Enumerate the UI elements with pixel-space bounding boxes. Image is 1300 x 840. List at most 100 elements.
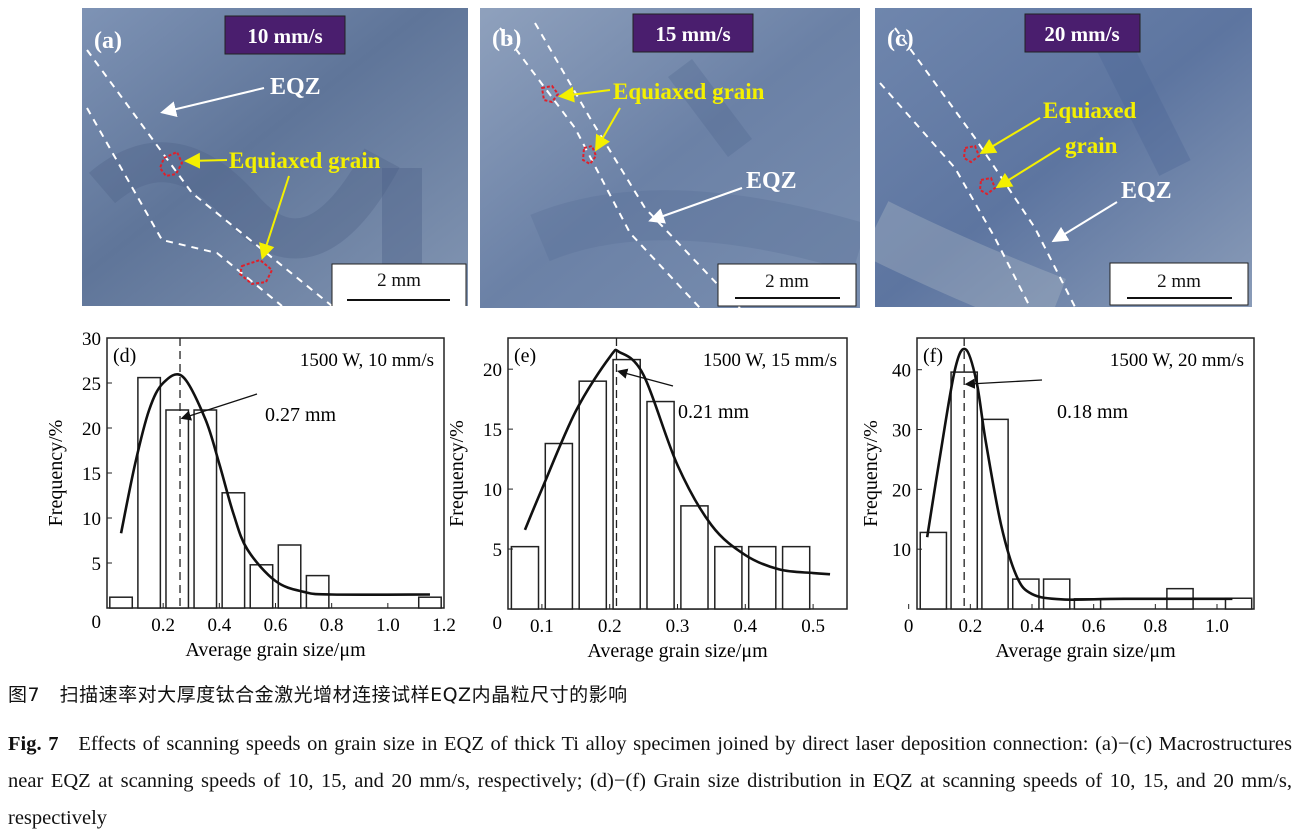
grain-outline (540, 84, 560, 104)
eqz-boundary-line (534, 22, 741, 308)
scale-bar-label: 2 mm (765, 271, 809, 292)
y-tick-label: 40 (892, 361, 911, 382)
y-axis-label: Frequency/% (860, 420, 882, 527)
y-tick-label: 0 (493, 613, 503, 634)
micrograph-image (875, 8, 1252, 307)
peak-value-label: 0.21 mm (678, 401, 750, 423)
x-tick-label: 0.2 (958, 616, 982, 637)
x-tick-label: 1.0 (376, 615, 400, 636)
histogram-bar (747, 545, 777, 610)
y-tick-label: 30 (82, 329, 101, 350)
histogram-bar (137, 376, 162, 609)
grain-arrow (558, 86, 611, 103)
x-axis-label: Average grain size/μm (185, 639, 366, 661)
grain-arrow (979, 117, 1041, 155)
y-tick-label: 15 (82, 464, 101, 485)
x-tick-label: 0.6 (1082, 616, 1106, 637)
micrograph-b: (b) 15 mm/s Equiaxed grain EQZ 2 mm (480, 8, 860, 308)
fit-curve (925, 347, 1233, 601)
y-tick-label: 0 (92, 612, 102, 633)
x-tick-label: 0.2 (598, 616, 622, 637)
grain-outline (962, 144, 981, 164)
eqz-boundary-line (86, 107, 283, 306)
grain-size-histograms: 0.2 0.4 0.6 0.8 1.0 1.2 0 5 10 15 20 25 30 Average gr… (45, 329, 1255, 662)
eqz-arrow (1051, 201, 1118, 243)
histogram-bar (1042, 578, 1071, 610)
peak-arrow (616, 368, 674, 387)
x-tick-label: 0.4 (1020, 616, 1044, 637)
eqz-boundary-line (499, 27, 701, 308)
grain-outline (978, 176, 997, 196)
histogram-bar (193, 409, 218, 609)
grain-arrow (595, 107, 621, 152)
histogram-bar (1224, 597, 1253, 610)
eqz-boundary-line (894, 27, 1076, 307)
caption-en: Fig. 7 Effects of scanning speeds on gra… (8, 726, 1292, 837)
y-tick-label: 5 (493, 540, 503, 561)
x-tick-label: 0.2 (151, 615, 175, 636)
x-tick-label: 0.8 (320, 615, 344, 636)
histogram-bar (919, 531, 948, 610)
peak-value-label: 0.27 mm (265, 404, 337, 426)
histogram-bar (950, 371, 979, 610)
scale-bar-label: 2 mm (377, 270, 421, 291)
panel-label: (a) (94, 28, 122, 54)
speed-badge (224, 15, 346, 55)
histogram-bar (781, 545, 811, 610)
y-tick-label: 15 (483, 420, 502, 441)
condition-label: 1500 W, 10 mm/s (300, 350, 434, 371)
grain-label: Equiaxed grain (229, 148, 381, 173)
x-tick-label: 0.4 (207, 615, 231, 636)
caption-figure-label: Fig. 7 (8, 733, 59, 755)
x-tick-label: 1.2 (432, 615, 456, 636)
y-axis-label: Frequency/% (45, 420, 67, 527)
micrograph-image (82, 8, 468, 306)
eqz-label: EQZ (270, 74, 321, 100)
x-tick-label: 0.1 (530, 616, 554, 637)
micrograph-a: (a) 10 mm/s EQZ Equiaxed grain 2 mm (82, 8, 468, 306)
peak-arrow (964, 378, 1043, 389)
grain-label: grain (1065, 133, 1118, 158)
eqz-label: EQZ (1121, 178, 1172, 204)
panel-label: (b) (492, 26, 521, 52)
histogram-bar (249, 564, 274, 609)
grain-label: Equiaxed grain (613, 79, 765, 104)
x-axis-label: Average grain size/μm (587, 640, 768, 662)
grain-outline (581, 144, 598, 166)
histogram-bar (109, 596, 134, 609)
speed-badge (632, 13, 754, 53)
histogram-bar (714, 545, 743, 610)
y-tick-label: 10 (82, 509, 101, 530)
panel-label: (f) (923, 345, 943, 367)
eqz-arrow (160, 87, 265, 117)
grain-arrow (259, 175, 290, 260)
histogram-bar (578, 380, 608, 610)
peak-arrow (180, 393, 258, 421)
histogram-d: 0.2 0.4 0.6 0.8 1.0 1.2 0 5 10 15 20 25 30 Average gr… (45, 329, 456, 661)
fit-curve (523, 348, 831, 576)
histogram-bar (417, 596, 442, 609)
x-tick-label: 0.6 (264, 615, 288, 636)
histogram-bar (680, 505, 709, 610)
histogram-bar (612, 358, 641, 610)
speed-label: 15 mm/s (655, 22, 730, 46)
histogram-f: 0 0.2 0.4 0.6 0.8 1.0 10 20 30 40 Average grain si… (860, 337, 1255, 662)
x-axis-label: Average grain size/μm (995, 640, 1176, 662)
y-tick-label: 20 (483, 360, 502, 381)
y-tick-label: 25 (82, 374, 101, 395)
caption-zh: 图7 扫描速率对大厚度钛合金激光增材连接试样EQZ内晶粒尺寸的影响 (8, 684, 628, 706)
histogram-bar (221, 492, 246, 609)
micrograph-c: (c) 20 mm/s Equiaxed grain EQZ 2 mm (875, 8, 1252, 307)
y-tick-label: 10 (892, 540, 911, 561)
x-tick-label: 0.5 (801, 616, 825, 637)
histogram-bar (646, 400, 675, 610)
histogram-bar (165, 409, 190, 609)
peak-value-label: 0.18 mm (1057, 401, 1129, 423)
histogram-e: 0.1 0.2 0.3 0.4 0.5 0 5 10 15 20 Average grain siz… (446, 337, 848, 662)
x-tick-label: 1.0 (1205, 616, 1229, 637)
speed-label: 20 mm/s (1044, 22, 1119, 46)
y-tick-label: 5 (92, 554, 102, 575)
grain-outline (238, 258, 274, 286)
eqz-arrow (648, 187, 743, 224)
histogram-bar (510, 545, 540, 610)
